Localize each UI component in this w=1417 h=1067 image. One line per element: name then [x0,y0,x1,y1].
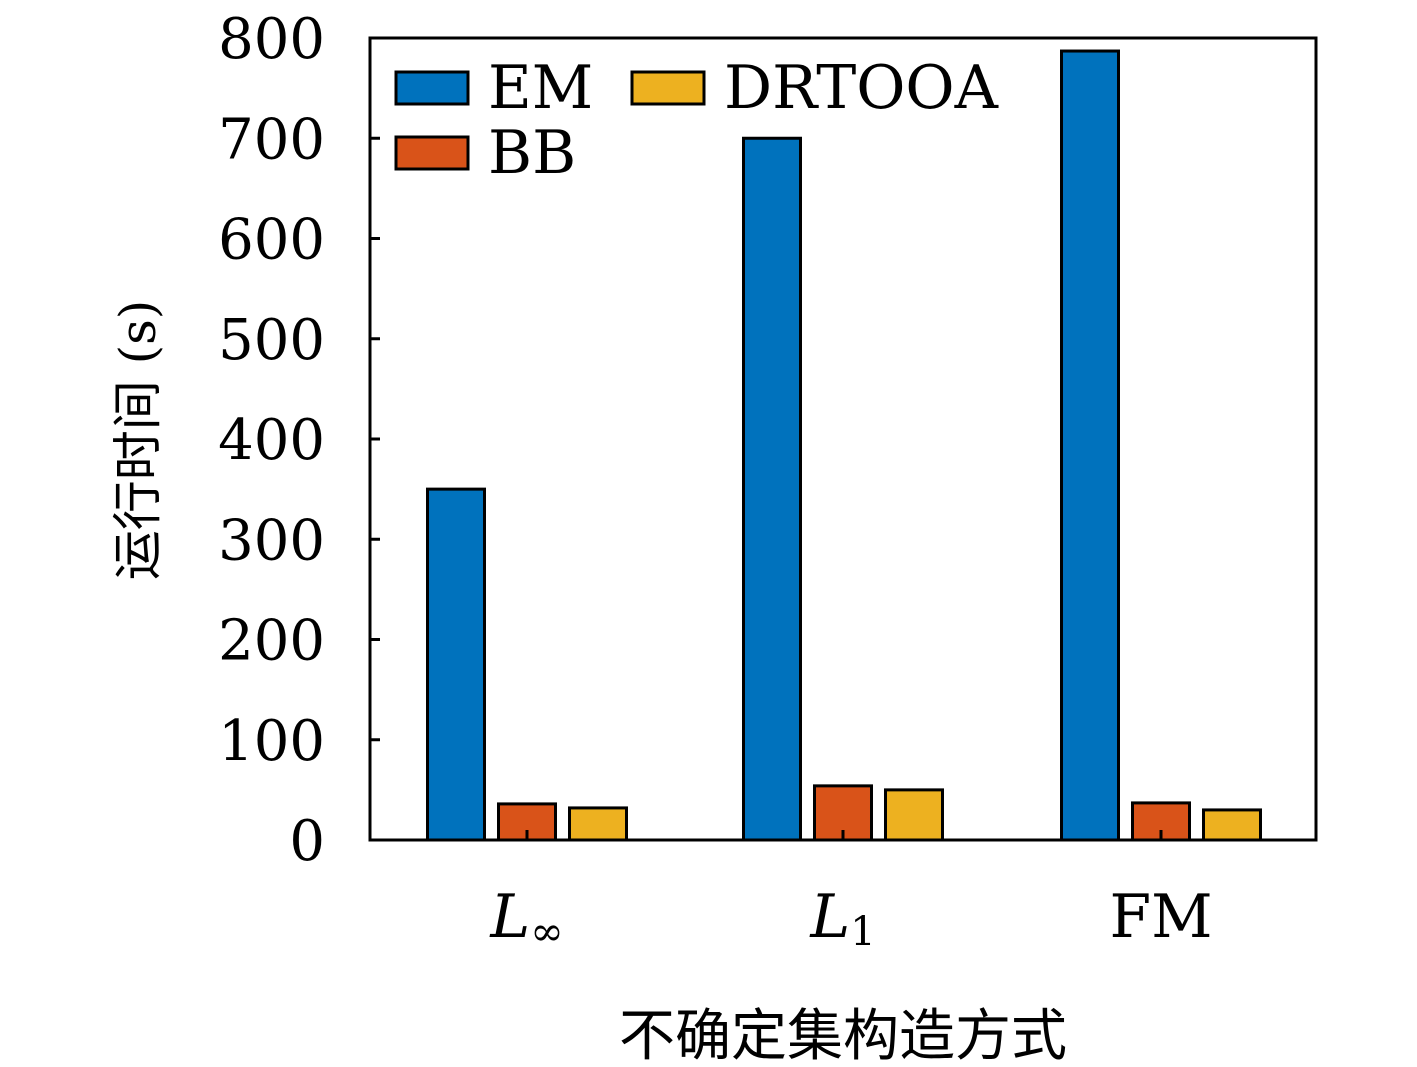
y-tick-label-100: 100 [218,709,325,774]
x-tick-label-0: L∞ [489,882,563,955]
y-tick-label-400: 400 [218,408,325,473]
bar-em-2 [1060,49,1120,842]
legend-swatch-em [394,70,470,106]
y-tick-label-600: 600 [218,208,325,273]
y-tick-label-700: 700 [218,107,325,172]
legend-swatch-drtooa [630,70,706,106]
legend-swatch-bb [394,135,470,171]
bar-em-1 [742,136,802,842]
y-tick-label-500: 500 [218,308,325,373]
y-tick-label-200: 200 [218,609,325,674]
legend-label-bb: BB [488,118,576,188]
bar-drtooa-2 [1202,808,1262,842]
axes-layer: L∞ L1 FM 0 100 200 300 400 500 600 700 800 [218,7,1318,955]
bars-layer [426,49,1262,842]
y-axis-label: 运行时间 (s) [109,300,167,581]
x-tick-label-2: FM [1109,882,1212,952]
x-axis-label: 不确定集构造方式 [619,1004,1067,1067]
y-tick-label-800: 800 [218,7,325,72]
x-tick-label-1: L1 [809,882,875,955]
bar-drtooa-0 [568,806,628,842]
y-tick-label-300: 300 [218,508,325,573]
bar-em-0 [426,487,486,842]
legend-label-drtooa: DRTOOA [724,53,999,123]
y-tick-label-0: 0 [289,809,325,874]
bar-drtooa-1 [884,788,944,842]
legend-label-em: EM [488,53,593,123]
